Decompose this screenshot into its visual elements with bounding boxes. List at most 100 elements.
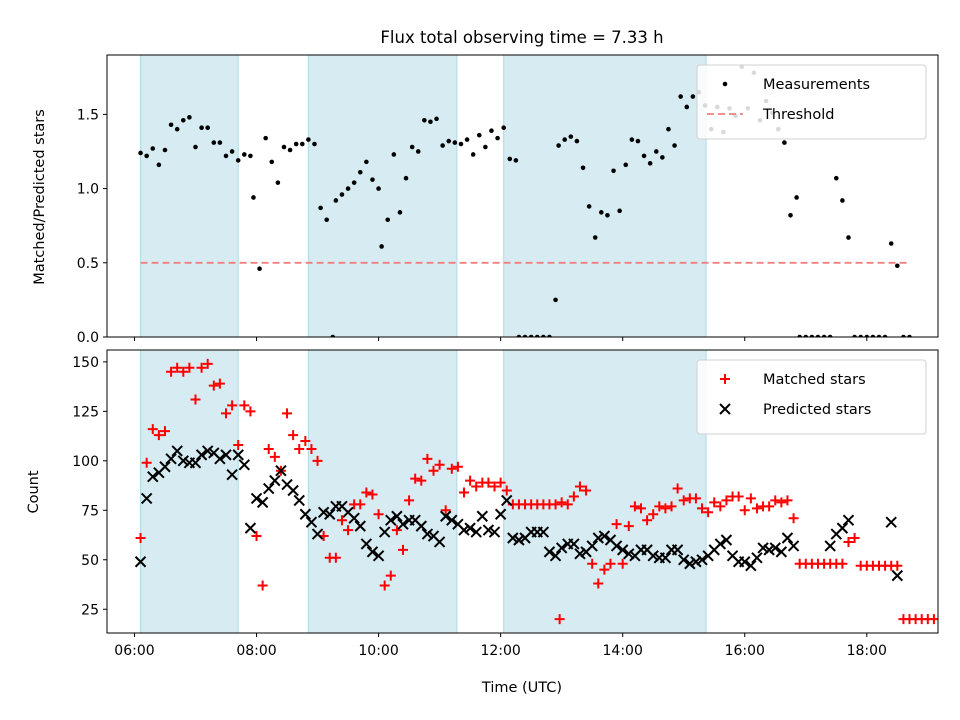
matched-star-point [373,509,384,520]
measurement-point [611,168,616,174]
matched-star-point [233,439,244,450]
predicted-star-point [391,510,403,522]
measurement-point [205,125,210,131]
measurement-point [553,297,558,303]
measurement-point [391,152,397,157]
predicted-star-point [269,474,281,487]
measurement-point [470,152,476,157]
matched-star-point [587,558,598,569]
predicted-star-point [537,526,550,538]
measurement-point [263,135,268,141]
matched-star-point [428,465,439,476]
y-tick-label: 0.5 [77,256,99,272]
matched-star-point [135,533,146,544]
predicted-star-point [140,492,153,505]
predicted-star-point [482,524,495,536]
predicted-star-point [885,516,897,528]
bottom-y-axis-label: Count [26,470,42,513]
predicted-star-point [232,449,244,461]
predicted-star-point [287,484,299,497]
legend-box [696,64,927,140]
matched-star-point [343,525,354,536]
measurement-point [312,141,317,147]
measurement-point [370,177,375,182]
matched-star-point [245,406,256,417]
panel-top: 0.0 0.5 1.0 1.5 Measurements Threshold [77,54,939,346]
predicted-star-point [751,552,763,564]
panel-bottom: 25 50 75 100 125 150 06:00 08:00 10:00 12:00 14:00… [72,349,939,659]
legend-predicted-marker [719,403,731,415]
matched-star-point [196,362,207,373]
measurement-point [458,141,464,147]
matched-star-point [410,473,421,484]
measurement-point [281,144,287,150]
predicted-star-point [574,548,586,560]
measurement-point [150,146,156,151]
measurement-point [678,94,683,99]
measurement-point [528,334,534,337]
matched-star-point [635,503,646,514]
measurement-point [882,334,888,337]
legend-label: Predicted stars [763,402,871,418]
predicted-star-point [586,540,598,552]
x-tick-label: 10:00 [358,643,398,659]
predicted-star-point [397,518,409,530]
predicted-star-point [769,542,781,554]
matched-star-point [605,558,616,569]
predicted-star-point [720,534,733,546]
predicted-star-point [623,548,635,560]
measurement-point [562,137,568,142]
measurement-point [242,152,247,157]
matched-star-point [385,570,396,581]
measurement-point [376,186,381,191]
top-plot-area [138,55,912,337]
x-tick-label: 16:00 [725,643,765,659]
predicted-star-point [598,530,611,542]
predicted-star-point [507,532,519,544]
observing-window-band [307,55,458,337]
measurement-point [379,244,384,249]
matched-star-point [239,400,250,411]
matched-star-point [159,426,170,437]
matched-star-point [300,436,311,447]
predicted-star-point [415,520,428,532]
measurement-point [821,334,827,337]
matched-star-point [379,580,390,591]
matched-star-point [471,481,482,492]
measurement-point [199,125,204,131]
matched-star-point [764,501,775,512]
x-tick-label: 08:00 [236,643,276,659]
predicted-star-point [238,459,251,471]
matched-star-point [483,477,494,488]
matched-star-point [422,453,433,464]
matched-star-point [703,507,714,518]
measurement-point [852,334,857,337]
predicted-star-point [250,492,263,505]
measurement-point [541,334,546,337]
measurement-point [446,138,452,144]
measurement-point [357,169,363,175]
measurement-point [586,204,592,209]
matched-star-point [355,499,366,510]
legend-box [696,359,927,435]
predicted-star-point [678,554,690,566]
predicted-star-point [256,496,269,509]
measurement-point [251,195,256,200]
matched-star-point [562,499,573,510]
measurement-point [217,140,223,145]
predicted-star-point [555,542,568,554]
measurement-point [306,137,311,142]
x-tick-label: 12:00 [480,643,520,659]
matched-star-point [617,558,628,569]
matched-star-point [776,497,787,508]
matched-star-point [648,509,659,520]
measurement-point [794,195,799,200]
predicted-star-point [147,470,159,483]
measurement-point [888,241,894,246]
predicted-star-point [476,510,489,522]
measurement-point [864,334,870,337]
measurement-point [162,147,168,153]
predicted-star-point [549,550,562,562]
predicted-star-point [739,556,751,568]
